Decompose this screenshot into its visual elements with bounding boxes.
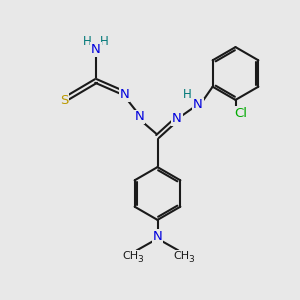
Text: H: H: [183, 88, 192, 101]
Text: 3: 3: [188, 255, 194, 264]
Text: H: H: [100, 34, 109, 48]
Text: 3: 3: [137, 255, 143, 264]
Text: N: N: [193, 98, 203, 112]
Text: N: N: [172, 112, 182, 125]
Text: Cl: Cl: [234, 106, 248, 120]
Text: N: N: [120, 88, 129, 101]
Text: CH: CH: [122, 251, 139, 261]
Text: S: S: [60, 94, 69, 107]
Text: CH: CH: [173, 251, 190, 261]
Text: H: H: [83, 34, 92, 48]
Text: N: N: [135, 110, 144, 124]
Text: N: N: [153, 230, 162, 243]
Text: N: N: [91, 43, 101, 56]
